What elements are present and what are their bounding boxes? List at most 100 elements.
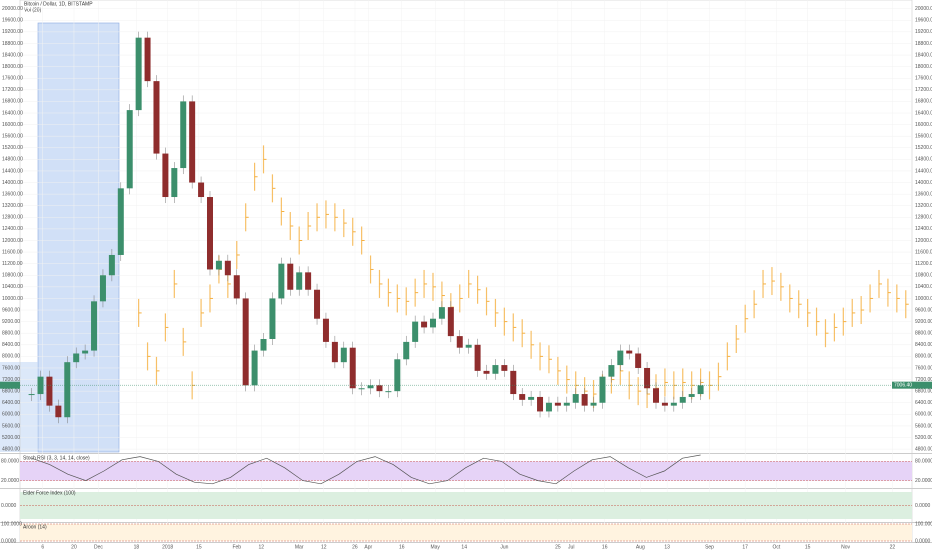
y-tick-label-left: 12000.00 — [2, 238, 23, 244]
candle — [260, 339, 267, 351]
candle — [117, 188, 124, 255]
y-tick-label-right: 13200.00 — [915, 203, 932, 209]
candle — [465, 344, 472, 348]
x-tick-label: 25 — [555, 544, 561, 550]
x-tick-label: 14 — [461, 544, 467, 550]
pane-tick-label-left: 80.0000 — [1, 459, 19, 465]
x-tick-label: 16 — [399, 544, 405, 550]
x-tick-label: Jul — [568, 544, 574, 550]
x-tick-label: Sep — [705, 544, 714, 550]
y-tick-label-left: 10400.00 — [2, 284, 23, 290]
candle — [412, 321, 419, 342]
y-tick-label-left: 8400.00 — [2, 342, 20, 348]
candle — [126, 110, 133, 189]
candle — [519, 394, 526, 400]
candle — [617, 350, 624, 366]
last-price-label: 7006.40 — [894, 383, 912, 389]
candle — [447, 307, 454, 337]
y-tick-label-right: 13600.00 — [915, 191, 932, 197]
pane-tick-label: 20.0000 — [915, 478, 932, 484]
y-tick-label-left: 10800.00 — [2, 273, 23, 279]
x-tick-label: 17 — [742, 544, 748, 550]
candle — [581, 394, 588, 406]
candle — [367, 385, 374, 389]
candle — [305, 272, 312, 290]
candle — [162, 153, 169, 198]
candle — [679, 396, 686, 403]
candle — [314, 289, 321, 319]
candle — [224, 260, 231, 276]
candle — [322, 318, 329, 342]
chart-title: Bitcoin / Dollar, 1D, BITSTAMP — [24, 1, 93, 7]
x-tick-label: Aug — [636, 544, 645, 550]
y-tick-label-right: 6800.00 — [915, 388, 932, 394]
y-tick-label-right: 11600.00 — [915, 249, 932, 255]
pane-line — [31, 454, 701, 485]
y-tick-label-left: 10000.00 — [2, 296, 23, 302]
pane-band — [20, 524, 912, 541]
x-tick-label: Dec — [94, 544, 103, 550]
x-tick-label: 15 — [805, 544, 811, 550]
x-tick-label: 26 — [352, 544, 358, 550]
candle — [251, 350, 258, 386]
x-tick-label: 12 — [259, 544, 265, 550]
candle — [349, 347, 356, 389]
x-tick-label: Jun — [500, 544, 508, 550]
candle — [91, 301, 98, 351]
y-tick-label-left: 9200.00 — [2, 319, 20, 325]
candle — [599, 376, 606, 403]
y-tick-label-right: 11200.00 — [915, 261, 932, 267]
y-tick-label-left: 5200.00 — [2, 435, 20, 441]
pane-tick-label-left: 0.0000 — [1, 503, 17, 509]
pane-tick-label-left: 100.0000 — [1, 521, 22, 527]
y-tick-label-left: 7200.00 — [2, 377, 20, 383]
candle — [608, 365, 615, 377]
y-tick-label-left: 17200.00 — [2, 87, 23, 93]
pane-divider — [0, 542, 932, 543]
candle — [198, 182, 205, 198]
y-tick-label-left: 11600.00 — [2, 249, 23, 255]
candle — [652, 388, 659, 403]
pane-divider — [0, 488, 932, 489]
candle — [626, 350, 633, 354]
candle — [510, 370, 517, 395]
candle — [64, 362, 71, 418]
y-tick-label-left: 6000.00 — [2, 412, 20, 418]
x-tick-label: 13 — [664, 544, 670, 550]
candle — [99, 275, 106, 302]
y-tick-label-right: 5200.00 — [915, 435, 932, 441]
candle — [287, 263, 294, 290]
y-tick-label-right: 17200.00 — [915, 87, 932, 93]
candle — [697, 385, 704, 395]
y-tick-label-left: 15600.00 — [2, 134, 23, 140]
y-tick-label-right: 4800.00 — [915, 446, 932, 452]
x-tick-label: May — [430, 544, 440, 550]
chart-subtitle: Vol (20) — [24, 7, 42, 13]
pane-title: Elder Force Index (100) — [23, 490, 76, 496]
y-tick-label-right: 10000.00 — [915, 296, 932, 302]
pane-tick-label: 0.0000 — [915, 503, 931, 509]
y-tick-label-left: 8000.00 — [2, 354, 20, 360]
pane-divider — [0, 453, 932, 454]
y-tick-label-left: 19600.00 — [2, 18, 23, 24]
candle — [554, 402, 561, 406]
candle — [572, 394, 579, 403]
y-tick-label-left: 15200.00 — [2, 145, 23, 151]
y-tick-label-right: 16000.00 — [915, 122, 932, 128]
y-tick-label-right: 18000.00 — [915, 64, 932, 70]
y-tick-label-left: 6400.00 — [2, 400, 20, 406]
candle — [46, 376, 53, 406]
candle — [135, 37, 142, 111]
y-tick-label-left: 8800.00 — [2, 331, 20, 337]
candle — [394, 359, 401, 392]
y-tick-label-right: 6000.00 — [915, 412, 932, 418]
candle — [73, 353, 80, 363]
candle — [233, 275, 240, 299]
y-tick-label-right: 16400.00 — [915, 110, 932, 116]
y-tick-label-right: 15600.00 — [915, 134, 932, 140]
pane-divider — [0, 522, 932, 523]
price-range-highlight[interactable] — [0, 362, 38, 452]
y-tick-label-right: 14400.00 — [915, 168, 932, 174]
y-tick-label-left: 12400.00 — [2, 226, 23, 232]
candle — [278, 263, 285, 299]
